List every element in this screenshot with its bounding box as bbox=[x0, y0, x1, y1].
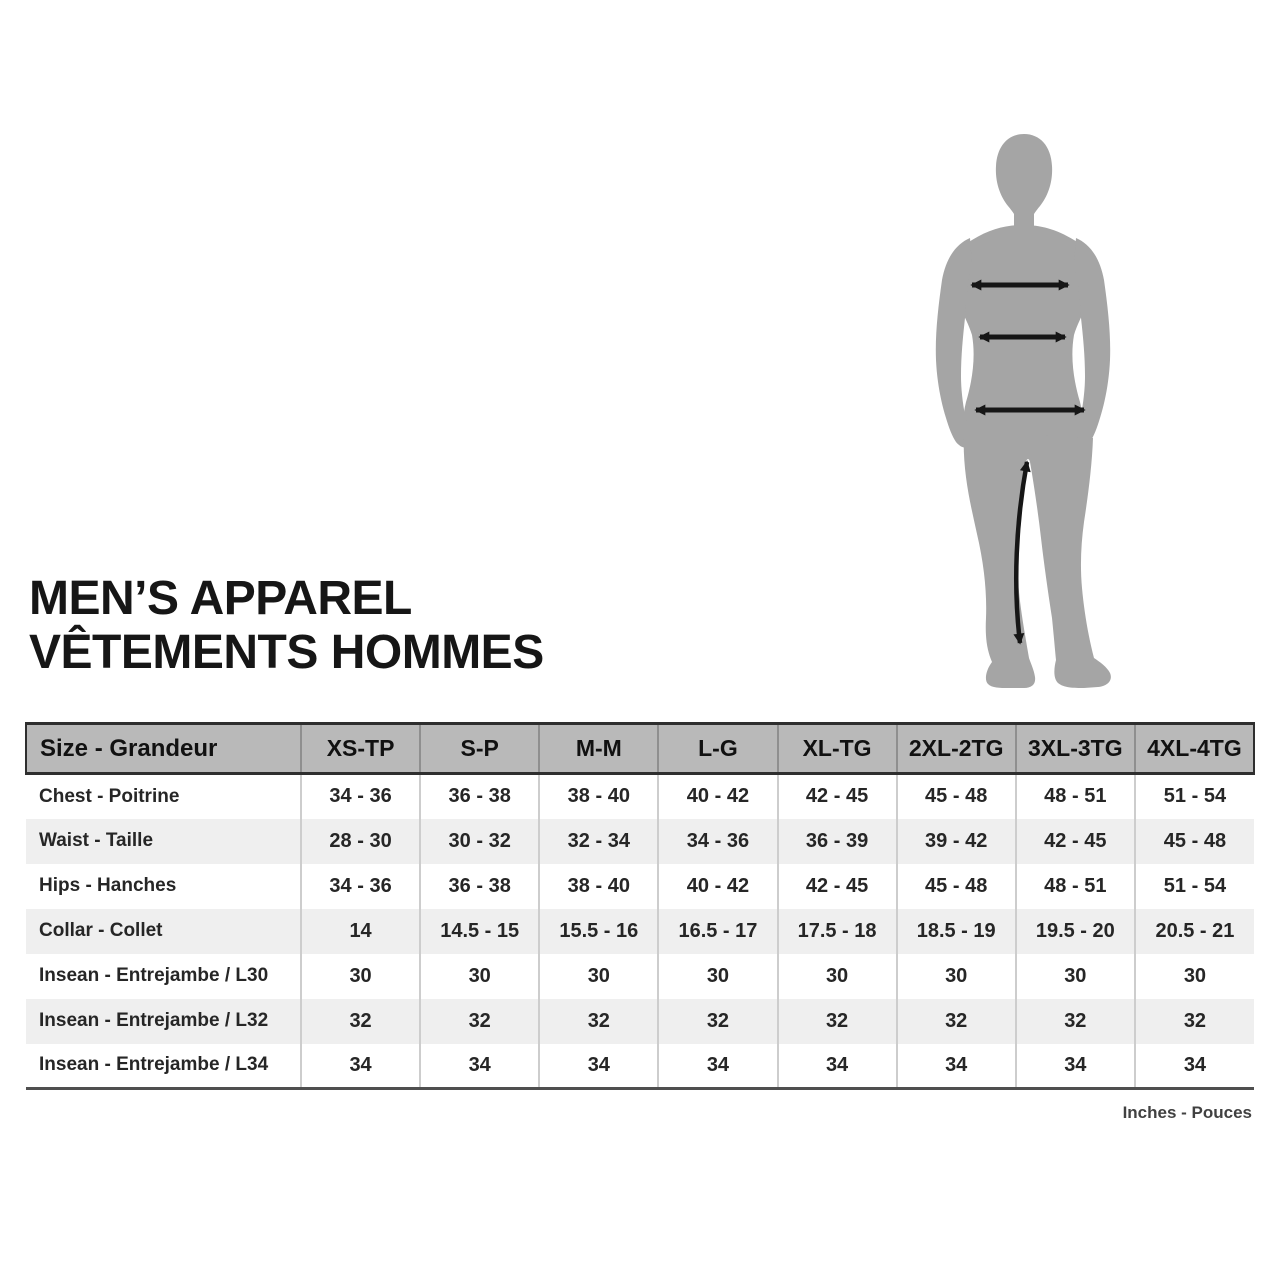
row-label-cell: Insean - Entrejambe / L30 bbox=[39, 965, 269, 986]
value-cell: 32 bbox=[538, 998, 659, 1044]
value-cell: 14.5 - 15 bbox=[419, 908, 540, 954]
value-cell: 32 bbox=[419, 998, 540, 1044]
silhouette-right-arm bbox=[1074, 238, 1111, 448]
header-cell: 4XL-4TG bbox=[1133, 722, 1256, 775]
header-cell: XL-TG bbox=[776, 722, 897, 775]
value-cell: 30 bbox=[1014, 953, 1135, 999]
table-row: Insean - Entrejambe / L30 30 30 30 30 30 30 30 3… bbox=[26, 953, 1254, 999]
value-cell: 42 - 45 bbox=[1014, 818, 1135, 864]
value-cell: 30 bbox=[657, 953, 778, 999]
header-cell: 2XL-2TG bbox=[895, 722, 1016, 775]
value-cell: 34 bbox=[538, 1043, 659, 1090]
value-cell: 34 - 36 bbox=[299, 863, 421, 909]
value-cell: 32 bbox=[776, 998, 897, 1044]
value-cell: 32 bbox=[1133, 998, 1254, 1044]
value-cell: 40 - 42 bbox=[657, 773, 778, 819]
value-cell: 34 - 36 bbox=[299, 773, 421, 819]
title-english: MEN’S APPAREL bbox=[29, 572, 412, 625]
value-cell: 15.5 - 16 bbox=[538, 908, 659, 954]
value-cell: 48 - 51 bbox=[1014, 773, 1135, 819]
value-cell: 40 - 42 bbox=[657, 863, 778, 909]
value-cell: 30 bbox=[538, 953, 659, 999]
header-cell: M-M bbox=[538, 722, 659, 775]
value-cell: 45 - 48 bbox=[895, 863, 1016, 909]
value-cell: 20.5 - 21 bbox=[1133, 908, 1254, 954]
value-cell: 32 bbox=[1014, 998, 1135, 1044]
row-label-cell: Insean - Entrejambe / L32 bbox=[39, 1010, 269, 1031]
value-cell: 30 bbox=[776, 953, 897, 999]
value-cell: 17.5 - 18 bbox=[776, 908, 897, 954]
table-row: Waist - Taille 28 - 30 30 - 32 32 - 34 34 - … bbox=[26, 818, 1254, 864]
value-cell: 45 - 48 bbox=[1133, 818, 1254, 864]
table-row: Insean - Entrejambe / L32 32 32 32 32 32 32 32 3… bbox=[26, 998, 1254, 1044]
value-cell: 14 bbox=[299, 908, 421, 954]
value-cell: 39 - 42 bbox=[895, 818, 1016, 864]
value-cell: 45 - 48 bbox=[895, 773, 1016, 819]
table-row: Hips - Hanches 34 - 36 36 - 38 38 - 40 40 - … bbox=[26, 863, 1254, 909]
value-cell: 36 - 38 bbox=[419, 773, 540, 819]
value-cell: 34 - 36 bbox=[657, 818, 778, 864]
value-cell: 34 bbox=[419, 1043, 540, 1090]
header-cell: S-P bbox=[419, 722, 540, 775]
value-cell: 34 bbox=[895, 1043, 1016, 1090]
table-row: Insean - Entrejambe / L34 34 34 34 34 34 34 34 3… bbox=[26, 1043, 1254, 1090]
value-cell: 30 bbox=[419, 953, 540, 999]
value-cell: 32 bbox=[299, 998, 421, 1044]
value-cell: 30 bbox=[1133, 953, 1254, 999]
header-cell: L-G bbox=[657, 722, 778, 775]
value-cell: 28 - 30 bbox=[299, 818, 421, 864]
value-cell: 32 bbox=[895, 998, 1016, 1044]
value-cell: 34 bbox=[657, 1043, 778, 1090]
value-cell: 42 - 45 bbox=[776, 863, 897, 909]
measurement-arrows bbox=[970, 279, 1086, 645]
row-label-cell: Insean - Entrejambe / L34 bbox=[26, 1043, 301, 1090]
value-cell: 51 - 54 bbox=[1133, 863, 1254, 909]
value-cell: 34 bbox=[776, 1043, 897, 1090]
value-cell: 34 bbox=[1014, 1043, 1135, 1090]
value-cell: 38 - 40 bbox=[538, 863, 659, 909]
value-cell: 36 - 39 bbox=[776, 818, 897, 864]
value-cell: 42 - 45 bbox=[776, 773, 897, 819]
value-cell: 16.5 - 17 bbox=[657, 908, 778, 954]
value-cell: 51 - 54 bbox=[1133, 773, 1254, 819]
male-silhouette-figure bbox=[935, 134, 1111, 688]
title-french: VÊTEMENTS HOMMES bbox=[29, 626, 544, 679]
header-cell: XS-TP bbox=[299, 722, 421, 775]
value-cell: 30 bbox=[895, 953, 1016, 999]
value-cell: 36 - 38 bbox=[419, 863, 540, 909]
header-cell-size: Size - Grandeur bbox=[25, 722, 301, 775]
value-cell: 30 bbox=[299, 953, 421, 999]
value-cell: 38 - 40 bbox=[538, 773, 659, 819]
value-cell: 19.5 - 20 bbox=[1014, 908, 1135, 954]
header-cell: 3XL-3TG bbox=[1014, 722, 1135, 775]
value-cell: 32 - 34 bbox=[538, 818, 659, 864]
value-cell: 34 bbox=[1133, 1043, 1254, 1090]
silhouette-head bbox=[995, 134, 1053, 222]
size-chart-table: Size - Grandeur XS-TP S-P M-M L-G XL-TG 2XL-2T… bbox=[25, 722, 1256, 1090]
row-label-cell: Chest - Poitrine bbox=[39, 785, 180, 807]
table-row: Chest - Poitrine 34 - 36 36 - 38 38 - 40 40 … bbox=[26, 773, 1254, 819]
row-label-cell: Waist - Taille bbox=[39, 830, 154, 851]
silhouette-left-arm bbox=[935, 238, 972, 448]
table-header-row: Size - Grandeur XS-TP S-P M-M L-G XL-TG 2XL-2T… bbox=[25, 722, 1256, 775]
value-cell: 48 - 51 bbox=[1014, 863, 1135, 909]
units-label: Inches - Pouces bbox=[1122, 1103, 1252, 1122]
row-label-cell: Collar - Collet bbox=[39, 920, 163, 941]
value-cell: 30 - 32 bbox=[419, 818, 540, 864]
value-cell: 32 bbox=[657, 998, 778, 1044]
table-body: Chest - Poitrine 34 - 36 36 - 38 38 - 40 40 … bbox=[26, 773, 1254, 1090]
value-cell: 34 bbox=[299, 1043, 421, 1090]
table-row: Collar - Collet 14 14.5 - 15 15.5 - 16 16.5 … bbox=[26, 908, 1254, 954]
silhouette-legs bbox=[963, 430, 1111, 688]
value-cell: 18.5 - 19 bbox=[895, 908, 1016, 954]
inseam-measurement-arrow bbox=[1013, 460, 1031, 645]
page-title: MEN’S APPAREL VÊTEMENTS HOMMES bbox=[29, 572, 544, 680]
row-label-cell: Hips - Hanches bbox=[39, 875, 177, 896]
